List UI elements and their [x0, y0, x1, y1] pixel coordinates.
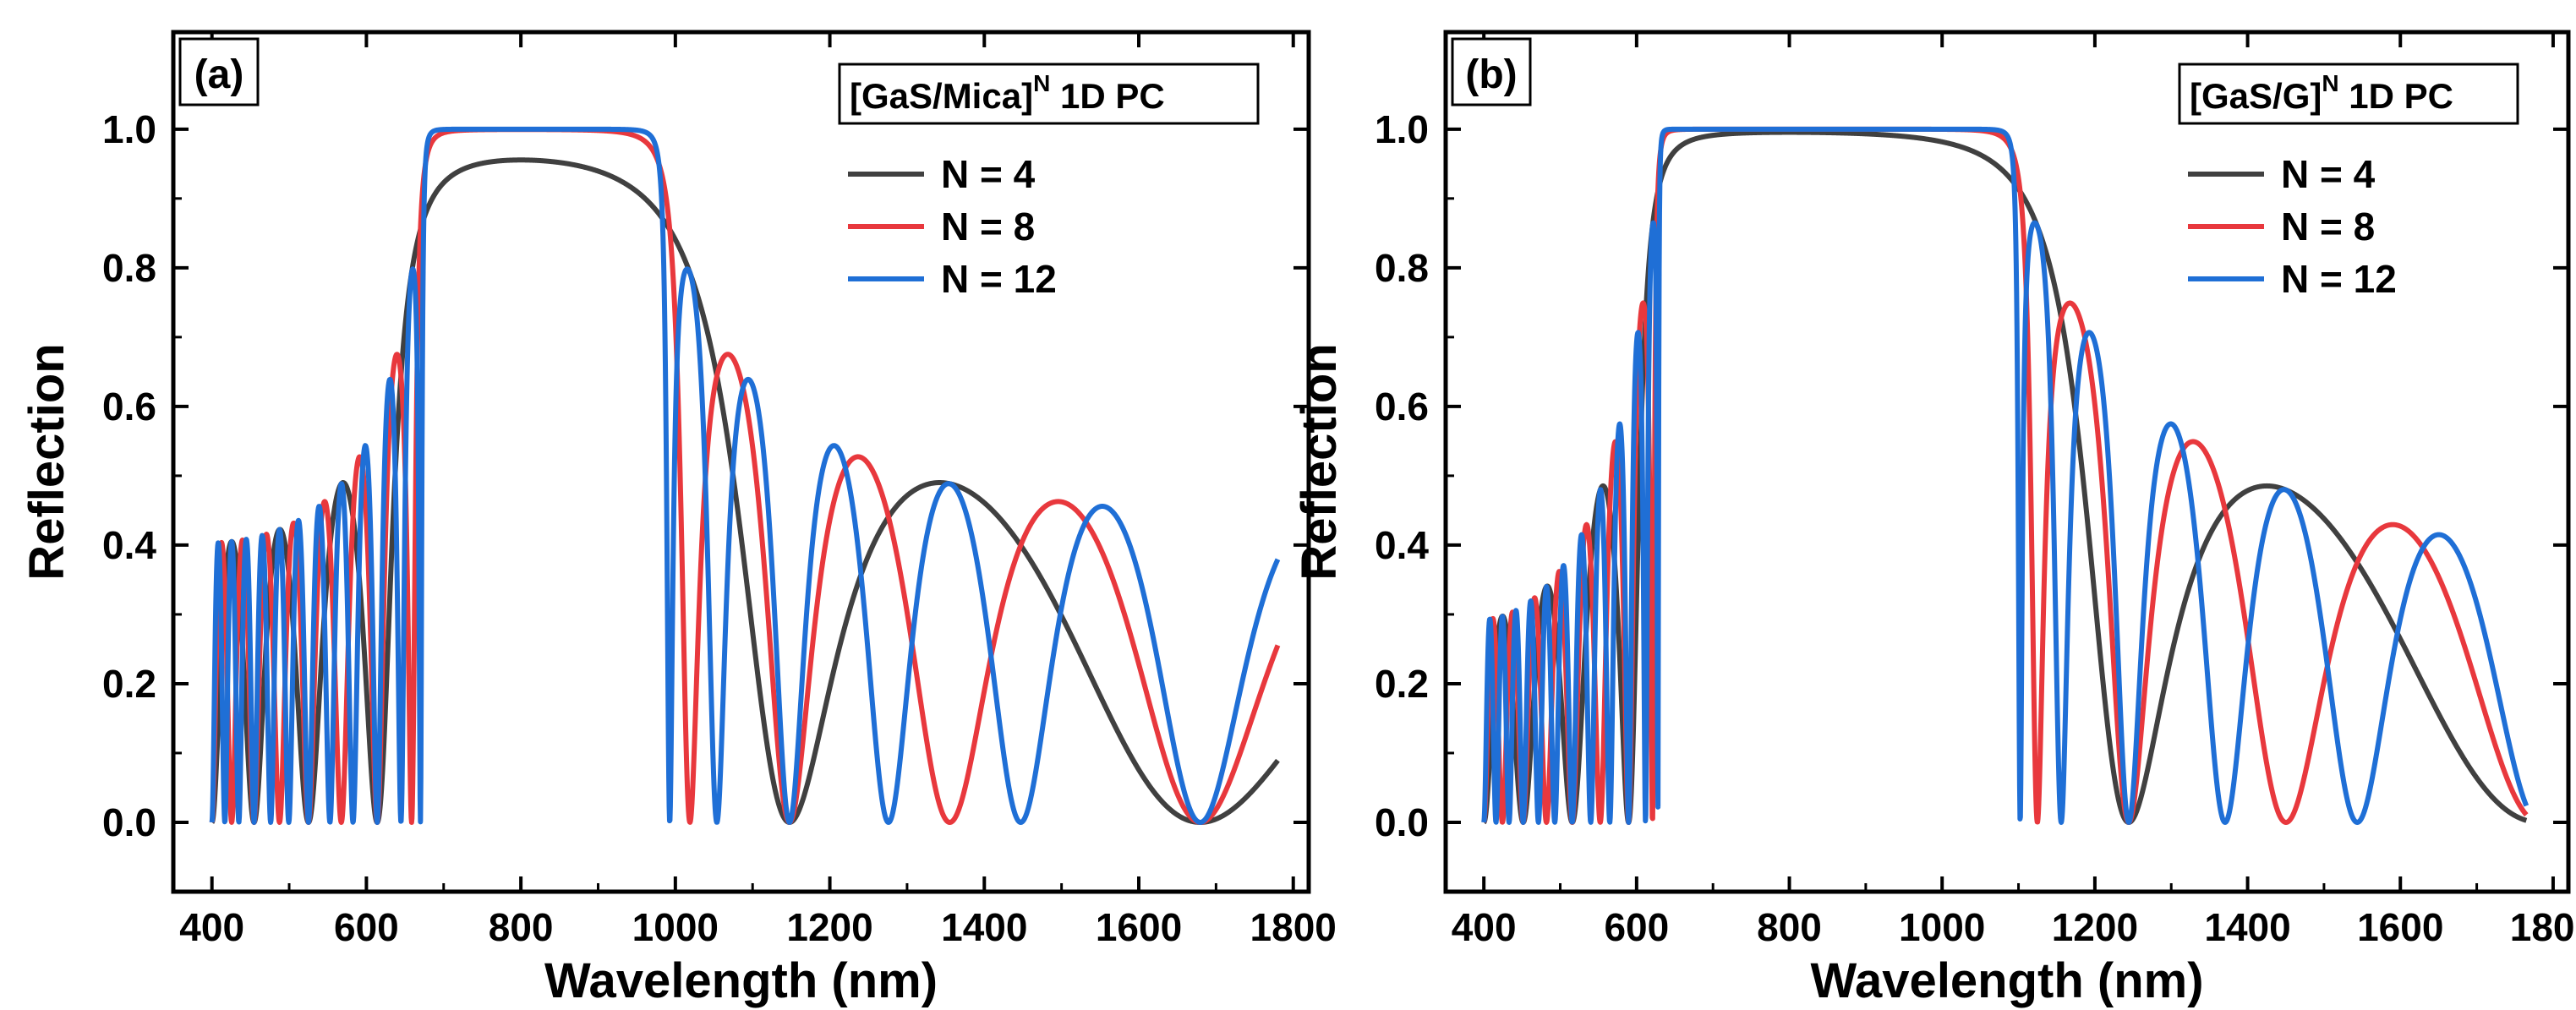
legend-title: [GaS/G]N 1D PC [2190, 70, 2453, 116]
legend-title-main: [GaS/Mica] [850, 76, 1033, 116]
x-tick-label: 800 [489, 905, 554, 949]
chart-panel-b: 400 600 800 1000 1200 1400 1600 1800 0.0 0.2 0.4 0.… [1292, 30, 2576, 1008]
legend-title: [GaS/Mica]N 1D PC [850, 70, 1165, 116]
x-tick-label: 1000 [1899, 905, 1985, 949]
x-tick-label: 800 [1757, 905, 1822, 949]
series-line-n12 [1481, 126, 2530, 825]
x-tick-label: 1200 [2052, 905, 2138, 949]
plot-frame [1443, 30, 2571, 894]
x-axis-label: Wavelength (nm) [1810, 953, 2203, 1008]
y-tick-label: 0.2 [102, 662, 156, 706]
legend-title-suffix: 1D PC [2339, 76, 2453, 116]
legend-title-main: [GaS/G] [2190, 76, 2322, 116]
x-axis-label: Wavelength (nm) [544, 953, 938, 1008]
x-tick-label: 1800 [1250, 905, 1337, 949]
series-line-n8 [209, 127, 1281, 825]
y-axis-label: Reflection [19, 343, 74, 580]
y-tick-label: 0.8 [102, 246, 156, 290]
y-tick-label: 0.8 [1375, 246, 1429, 290]
legend-title-box [2178, 63, 2519, 125]
series-group [209, 126, 1281, 825]
legend-label-n4: N = 4 [2281, 152, 2376, 196]
x-tick-label: 400 [179, 905, 244, 949]
x-tick-label: 1400 [941, 905, 1027, 949]
series-line-n4 [210, 157, 1280, 825]
y-tick-label: 1.0 [102, 107, 156, 151]
series-line-n12 [209, 126, 1281, 825]
x-tick-label: 1600 [2357, 905, 2443, 949]
x-tick-label: 1600 [1096, 905, 1182, 949]
x-tick-label: 1800 [2510, 905, 2576, 949]
x-tick-label: 600 [1604, 905, 1669, 949]
legend-label-n8: N = 8 [941, 205, 1035, 248]
legend-title-suffix: 1D PC [1050, 76, 1164, 116]
chart-panel-a: 400 600 800 1000 1200 1400 1600 1800 0.0 0.2 0.4 0.… [19, 30, 1337, 1008]
y-tick-label: 0.6 [1375, 385, 1429, 429]
legend-title-sup: N [1033, 70, 1050, 96]
panel-label-box [1451, 37, 1532, 106]
plot-frame [171, 30, 1311, 894]
legend-label-n12: N = 12 [941, 257, 1057, 301]
x-tick-label: 1000 [632, 905, 719, 949]
x-tick-label: 400 [1452, 905, 1517, 949]
y-tick-label: 0.6 [102, 385, 156, 429]
legend-label-n8: N = 8 [2281, 205, 2375, 248]
x-tick-label: 600 [334, 905, 399, 949]
x-tick-label: 1200 [786, 905, 872, 949]
y-axis-label: Reflection [1292, 343, 1347, 580]
panel-label: (b) [1465, 52, 1517, 97]
series-group [1481, 126, 2530, 825]
legend-title-box [838, 63, 1260, 125]
legend-label-n4: N = 4 [941, 152, 1036, 196]
legend-title-sup: N [2322, 70, 2338, 96]
y-tick-label: 0.0 [1375, 800, 1429, 844]
y-tick-label: 0.2 [1375, 662, 1429, 706]
panel-label-box [178, 37, 260, 106]
y-tick-label: 0.4 [1375, 523, 1429, 567]
x-tick-label: 1400 [2204, 905, 2290, 949]
panel-label: (a) [194, 52, 244, 97]
y-tick-label: 0.0 [102, 800, 156, 844]
y-tick-label: 0.4 [102, 523, 156, 567]
y-tick-label: 1.0 [1375, 107, 1429, 151]
legend-label-n12: N = 12 [2281, 257, 2397, 301]
